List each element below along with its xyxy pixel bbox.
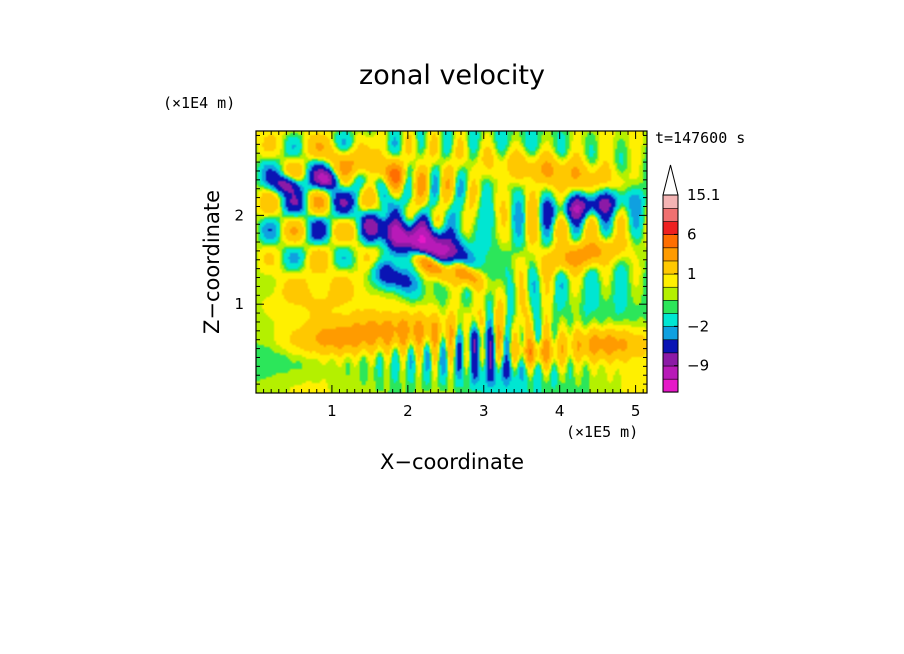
x-tick-label: 3	[479, 402, 489, 420]
time-label: t=147600 s	[655, 129, 745, 147]
heatmap-field	[256, 131, 647, 393]
colorbar: 15.1 6 1 −2 −9	[662, 164, 720, 393]
colorbar-swatch	[662, 273, 679, 288]
minor-ticks	[256, 131, 647, 393]
x-scale-label: (×1E5 m)	[566, 423, 638, 441]
colorbar-swatch	[662, 378, 679, 393]
colorbar-swatch	[662, 352, 679, 367]
colorbar-tick-label: −2	[687, 317, 709, 335]
colorbar-swatch	[662, 234, 679, 249]
colorbar-swatch	[662, 207, 679, 222]
colorbar-frame	[662, 194, 679, 393]
x-axis-label: X−coordinate	[380, 450, 524, 474]
y-axis-label: Z−coordinate	[200, 190, 224, 334]
y-scale-label: (×1E4 m)	[163, 94, 235, 112]
colorbar-swatch	[662, 339, 679, 354]
colorbar-swatch	[662, 312, 679, 327]
y-tick-label: 1	[234, 295, 244, 313]
colorbar-swatch	[662, 326, 679, 341]
plot-area	[255, 130, 648, 394]
colorbar-swatch	[662, 365, 679, 380]
colorbar-tick-label: 6	[687, 225, 697, 243]
colorbar-tick-label: 1	[687, 265, 697, 283]
x-tick-label: 2	[403, 402, 413, 420]
colorbar-tick-label: 15.1	[687, 186, 720, 204]
colorbar-swatch	[662, 260, 679, 275]
colorbar-swatch	[662, 247, 679, 262]
colorbar-swatch	[662, 220, 679, 235]
x-axis-ticks: 1 2 3 4 5	[327, 402, 640, 420]
x-tick-label: 5	[631, 402, 641, 420]
y-tick-label: 2	[234, 206, 244, 224]
y-axis-ticks: 12	[234, 206, 244, 313]
colorbar-swatch	[662, 299, 679, 314]
x-tick-label: 1	[327, 402, 337, 420]
colorbar-swatch	[662, 194, 679, 209]
plot-frame	[255, 130, 648, 394]
colorbar-tick-label: −9	[687, 357, 709, 375]
colorbar-swatch	[662, 286, 679, 301]
chart-title: zonal velocity	[359, 60, 545, 91]
x-tick-label: 4	[555, 402, 565, 420]
